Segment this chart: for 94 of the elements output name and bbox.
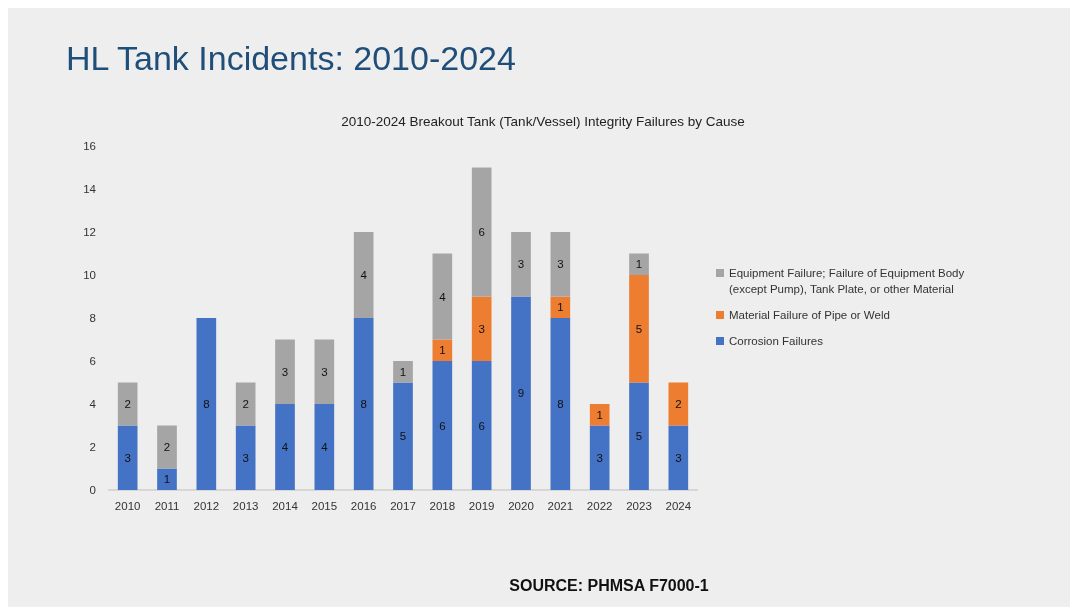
x-tick-label: 2020 <box>508 500 534 512</box>
data-label: 6 <box>478 419 485 432</box>
x-tick-label: 2017 <box>390 500 416 512</box>
bar <box>275 339 295 404</box>
x-tick-label: 2018 <box>429 500 456 512</box>
bar <box>235 382 256 426</box>
data-label: 5 <box>399 430 407 443</box>
data-label: 2 <box>124 398 131 411</box>
bar <box>157 425 177 469</box>
bar <box>393 382 413 490</box>
x-tick-label: 2011 <box>154 500 180 512</box>
legend-label: Equipment Failure; Failure of Equipment Body (except Pump), Tank Plate, or other Material <box>729 267 965 296</box>
x-tick-label: 2013 <box>232 500 259 512</box>
data-label: 4 <box>281 441 289 454</box>
y-tick-label: 4 <box>89 398 97 411</box>
bar <box>589 425 610 490</box>
data-label: 3 <box>242 451 249 464</box>
data-label: 3 <box>557 258 564 271</box>
y-tick-label: 10 <box>83 269 96 282</box>
data-label: 3 <box>321 365 328 378</box>
bar <box>353 318 374 490</box>
legend-label: Material Failure of Pipe or Weld <box>729 309 890 322</box>
bar <box>668 425 689 490</box>
data-label: 1 <box>399 365 407 378</box>
bar <box>629 382 649 490</box>
bar <box>629 275 649 383</box>
bar <box>275 404 295 490</box>
bar <box>550 318 571 490</box>
data-label: 3 <box>675 451 682 464</box>
x-tick-label: 2016 <box>350 500 377 512</box>
x-tick-label: 2014 <box>272 500 299 512</box>
data-label: 8 <box>360 398 367 411</box>
data-label: 2 <box>675 398 682 411</box>
data-label: 8 <box>203 398 210 411</box>
data-label: 1 <box>635 258 643 271</box>
x-tick-label: 2021 <box>547 500 574 512</box>
legend-label: Corrosion Failures <box>729 335 824 348</box>
chart-subtitle: HL Tank Incidents: 2010-2024 <box>66 39 516 77</box>
data-label: 6 <box>478 226 485 239</box>
source-note: SOURCE: PHMSA F7000-1 <box>509 577 709 594</box>
data-label: 3 <box>478 322 485 335</box>
data-label: 1 <box>439 344 446 357</box>
bar <box>511 296 531 490</box>
data-label: 5 <box>635 430 643 443</box>
y-tick-label: 2 <box>89 441 96 454</box>
data-label: 1 <box>557 301 564 314</box>
bar <box>432 361 453 490</box>
data-label: 1 <box>596 408 603 421</box>
x-tick-label: 2019 <box>468 500 495 512</box>
data-label: 3 <box>124 451 131 464</box>
bar <box>314 339 335 404</box>
data-label: 2 <box>163 441 171 454</box>
bar <box>511 232 531 297</box>
y-tick-label: 14 <box>83 183 97 196</box>
bar <box>471 361 492 490</box>
bar <box>471 296 492 361</box>
data-label: 4 <box>439 290 447 303</box>
x-tick-label: 2022 <box>586 500 613 512</box>
data-label: 1 <box>163 473 171 486</box>
bar <box>550 232 571 297</box>
data-label: 3 <box>517 258 525 271</box>
x-tick-label: 2023 <box>626 500 652 512</box>
y-tick-label: 16 <box>83 140 96 153</box>
bar <box>432 253 453 340</box>
data-label: 8 <box>557 398 564 411</box>
x-tick-label: 2015 <box>311 500 338 512</box>
bar <box>117 425 138 490</box>
x-tick-label: 2024 <box>665 500 692 512</box>
y-tick-label: 12 <box>83 226 96 239</box>
data-label: 6 <box>439 419 446 432</box>
bar <box>589 404 610 426</box>
chart-title: 2010-2024 Breakout Tank (Tank/Vessel) Integrity Failures by Cause <box>341 114 745 129</box>
data-label: 3 <box>281 365 289 378</box>
y-tick-label: 8 <box>89 312 96 325</box>
bar <box>353 232 374 318</box>
bar <box>393 361 413 383</box>
bar <box>196 318 217 490</box>
bar <box>157 468 177 490</box>
y-tick-label: 6 <box>89 355 96 368</box>
bar <box>629 253 649 275</box>
y-tick-label: 0 <box>89 484 96 497</box>
data-label: 4 <box>321 441 329 454</box>
x-tick-label: 2012 <box>193 500 220 512</box>
bar <box>471 167 492 297</box>
bar <box>668 382 689 426</box>
data-label: 2 <box>242 398 249 411</box>
bar <box>117 382 138 426</box>
data-label: 4 <box>360 269 368 282</box>
data-label: 3 <box>596 451 603 464</box>
bar <box>235 425 256 490</box>
data-label: 5 <box>635 322 643 335</box>
x-tick-label: 2010 <box>114 500 141 512</box>
data-label: 9 <box>517 387 525 400</box>
bar <box>314 404 335 490</box>
